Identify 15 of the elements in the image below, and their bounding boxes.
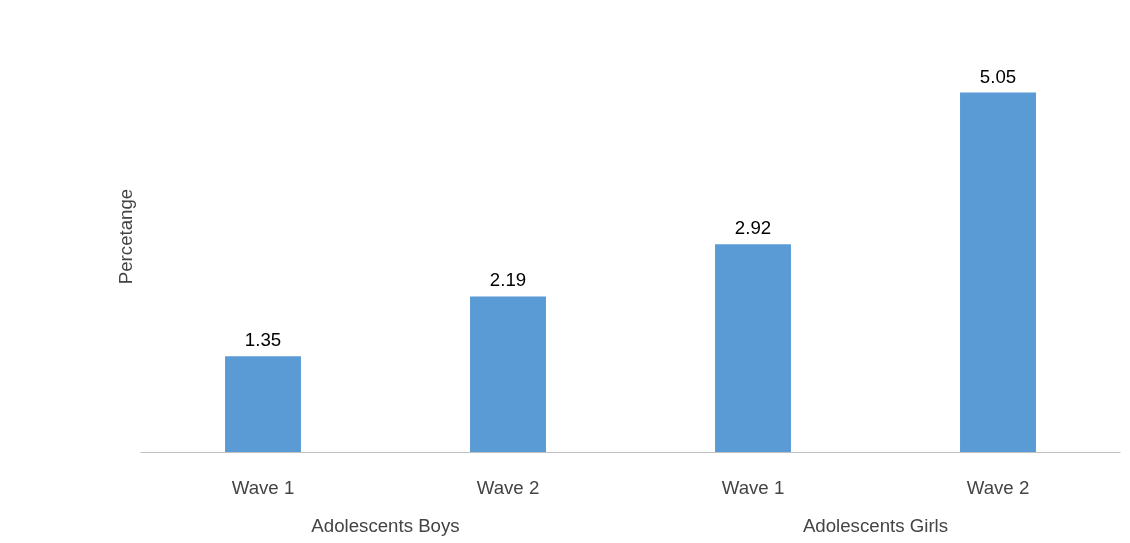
x-tick-label: Wave 1 bbox=[721, 476, 785, 498]
bar bbox=[225, 356, 301, 453]
data-label: 2.19 bbox=[489, 269, 527, 291]
bar bbox=[715, 244, 791, 453]
data-label: 2.92 bbox=[734, 217, 772, 239]
data-label: 1.35 bbox=[244, 329, 282, 351]
bar bbox=[960, 92, 1036, 453]
text: Adolescents Girls bbox=[802, 514, 949, 536]
x-tick-label: Wave 2 bbox=[476, 476, 540, 498]
data-label: 5.05 bbox=[979, 65, 1017, 87]
x-tick-label: Wave 1 bbox=[231, 476, 295, 498]
text: Adolescents Boys bbox=[311, 514, 460, 536]
bar bbox=[470, 296, 546, 453]
x-tick-label: Wave 2 bbox=[966, 476, 1030, 498]
y-axis-title: Percetange bbox=[114, 188, 136, 285]
